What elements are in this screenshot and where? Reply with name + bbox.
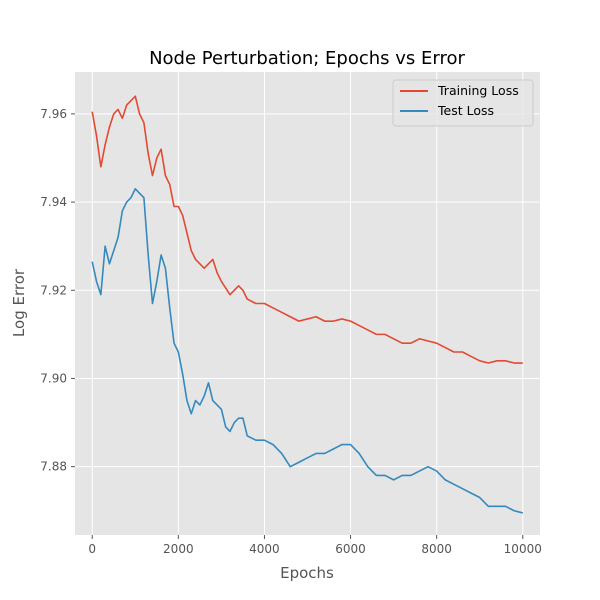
x-tick-label: 2000 [163, 542, 194, 556]
y-tick-label: 7.94 [40, 195, 67, 209]
x-tick-label: 6000 [335, 542, 366, 556]
legend-label-training-loss: Training Loss [437, 83, 519, 98]
series-line-test-loss [91, 188, 523, 514]
x-axis-label: Epochs [280, 564, 334, 582]
y-axis-label: Log Error [10, 268, 28, 337]
y-tick-label: 7.90 [40, 371, 67, 385]
x-axis-ticks: 0 2000 4000 6000 8000 10000 [88, 535, 542, 556]
series-layer [91, 95, 523, 514]
y-tick-label: 7.92 [40, 283, 67, 297]
plot-area [75, 72, 540, 535]
x-tick-label: 0 [88, 542, 96, 556]
x-tick-label: 4000 [249, 542, 280, 556]
y-tick-label: 7.96 [40, 107, 67, 121]
y-axis-ticks: 7.88 7.90 7.92 7.94 7.96 [40, 107, 75, 474]
legend: Training Loss Test Loss [392, 79, 534, 127]
series-line-training-loss [91, 95, 523, 364]
x-tick-label: 8000 [421, 542, 452, 556]
x-tick-label: 10000 [504, 542, 542, 556]
y-tick-label: 7.88 [40, 460, 67, 474]
chart-title: Node Perturbation; Epochs vs Error [149, 48, 465, 69]
legend-label-test-loss: Test Loss [437, 103, 494, 118]
